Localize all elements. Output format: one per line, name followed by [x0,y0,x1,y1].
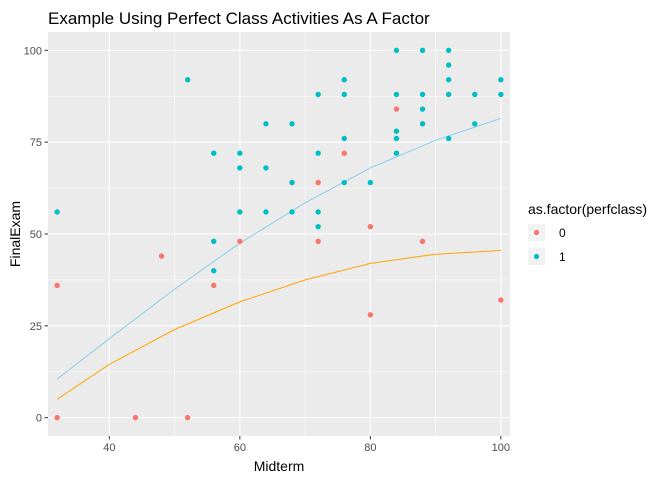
data-point-1 [393,150,400,156]
data-point-1 [445,47,452,54]
data-point-1 [419,47,426,54]
data-point-0 [211,282,217,289]
data-point-0 [367,223,374,230]
data-point-1 [341,179,347,186]
data-point-0 [237,238,243,245]
legend-swatch-1 [533,253,540,260]
x-tick-label: 60 [234,442,246,454]
x-axis-title: Midterm [254,458,305,474]
y-tick-label: 75 [30,137,42,149]
y-tick-label: 0 [36,413,42,425]
data-point-1 [289,121,295,127]
data-point-1 [315,150,321,156]
data-point-1 [393,47,400,54]
data-point-1 [237,165,243,171]
data-point-1 [211,150,217,156]
data-point-1 [315,91,321,98]
data-point-1 [341,77,347,83]
legend: as.factor(perfclass) 0 1 [528,201,647,265]
data-point-1 [445,135,452,142]
y-tick-label: 100 [24,45,42,57]
data-point-1 [341,135,347,142]
data-point-0 [419,238,426,245]
data-point-1 [211,268,217,274]
data-point-1 [419,121,426,127]
y-axis-ticks: 0 25 50 75 100 [24,45,48,425]
legend-label-1: 1 [559,250,566,264]
legend-swatch-0 [533,229,540,236]
y-tick-label: 50 [30,229,42,241]
data-point-1 [445,91,452,98]
data-point-1 [498,77,504,83]
data-point-0 [498,297,504,303]
data-points [54,47,504,421]
fitted-curves [56,117,502,400]
data-point-1 [419,106,426,112]
data-point-1 [445,62,452,68]
y-tick-label: 25 [30,321,42,333]
chart-title: Example Using Perfect Class Activities A… [48,9,430,28]
data-point-0 [158,253,165,259]
data-point-1 [367,179,374,186]
data-point-1 [184,77,191,83]
x-tick-label: 40 [103,442,115,454]
fitted-curve-0 [56,117,502,380]
x-axis-ticks: 40 60 80 100 [103,436,510,454]
data-point-1 [211,238,217,245]
legend-label-0: 0 [559,226,566,240]
data-point-1 [237,209,243,215]
data-point-1 [472,91,478,98]
data-point-0 [54,282,60,289]
data-point-0 [184,414,191,421]
data-point-1 [341,91,347,98]
data-point-0 [54,414,60,421]
data-point-0 [367,312,374,318]
data-point-1 [498,91,504,98]
data-point-1 [315,209,321,215]
data-point-1 [393,135,400,142]
data-point-1 [237,150,243,156]
data-point-1 [472,121,478,127]
data-point-0 [315,179,321,186]
data-point-1 [263,121,269,127]
data-point-1 [54,209,60,215]
data-point-1 [315,223,321,230]
data-point-1 [263,209,269,215]
data-point-1 [393,128,400,134]
legend-title: as.factor(perfclass) [528,201,647,217]
grid-major [48,32,510,436]
data-point-0 [315,238,321,245]
data-point-1 [419,91,426,98]
data-point-1 [393,91,400,98]
fitted-curve-1 [56,250,501,400]
y-axis-title: FinalExam [7,201,23,267]
data-point-1 [289,179,295,186]
data-point-1 [445,77,452,83]
x-tick-label: 100 [492,442,510,454]
data-point-1 [289,209,295,215]
data-point-1 [263,165,269,171]
data-point-0 [341,150,347,156]
x-tick-label: 80 [364,442,376,454]
data-point-0 [132,414,139,421]
data-point-0 [393,106,400,112]
